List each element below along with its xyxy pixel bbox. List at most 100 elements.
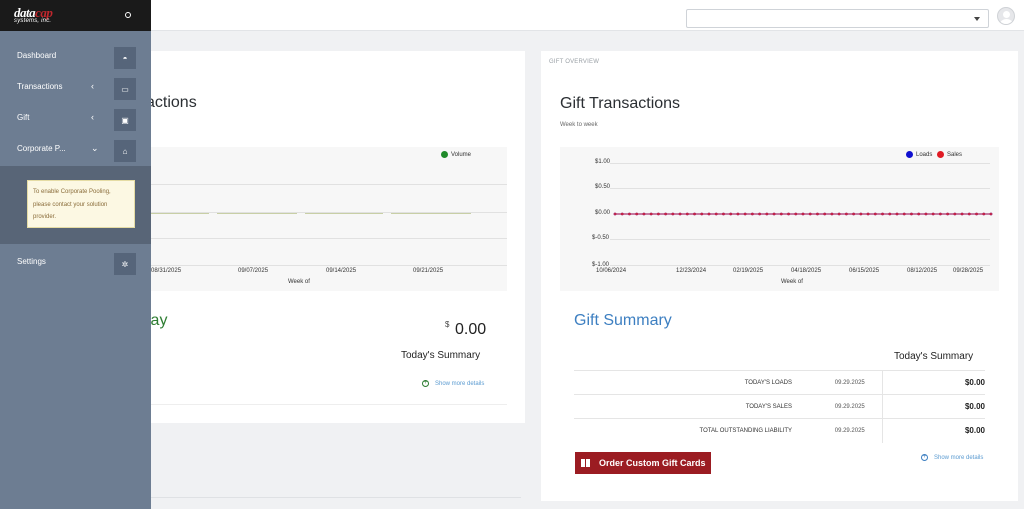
corporate-pooling-note: To enable Corporate Pooling, please cont… xyxy=(27,180,135,228)
data-point-sales xyxy=(613,212,617,216)
legend-loads: Loads xyxy=(906,151,932,158)
data-point-sales xyxy=(902,212,906,216)
data-point-sales xyxy=(649,212,653,216)
y-tick: $-0.50 xyxy=(592,235,610,241)
show-more-link[interactable]: + Show more details xyxy=(422,380,484,387)
volume-segment xyxy=(217,213,297,214)
x-axis-label: Week of xyxy=(781,279,803,285)
gift-chart: $1.00 $0.50 $0.00 $-0.50 $-1.00 Loads Sa… xyxy=(560,147,999,291)
gift-icon: ▣ xyxy=(114,109,136,131)
x-axis-label: Week of xyxy=(288,279,310,285)
row-date: 09.29.2025 xyxy=(818,418,882,443)
currency-symbol: $ xyxy=(445,320,450,329)
sidebar-item-transactions[interactable]: Transactions ‹ ▭ xyxy=(0,73,151,104)
data-point-sales xyxy=(758,212,762,216)
data-point-sales xyxy=(787,212,790,216)
row-name: TODAY'S LOADS xyxy=(574,370,818,395)
x-tick: 08/12/2025 xyxy=(907,268,938,274)
row-name: TODAY'S SALES xyxy=(574,394,818,419)
data-point-sales xyxy=(960,212,964,216)
summary-title: lay xyxy=(147,312,168,329)
table-row: TOTAL OUTSTANDING LIABILITY 09.29.2025 $0.… xyxy=(574,418,985,443)
row-value: $0.00 xyxy=(881,394,985,419)
datacap-logo[interactable]: datacap systems, inc. xyxy=(14,5,53,25)
data-point-sales xyxy=(852,212,856,216)
total-amount: 0.00 xyxy=(455,321,487,338)
y-tick: $0.00 xyxy=(595,210,611,216)
location-select[interactable] xyxy=(686,9,989,28)
summary-title: Gift Summary xyxy=(574,312,672,329)
data-point-sales xyxy=(910,212,913,216)
data-point-sales xyxy=(794,212,798,216)
gift-summary-table: TODAY'S LOADS 09.29.2025 $0.00 TODAY'S SAL… xyxy=(574,370,985,443)
data-point-sales xyxy=(837,212,841,216)
data-point-sales xyxy=(967,212,971,216)
sidebar-item-corporate-pooling[interactable]: Corporate P... ⌄ ⌂ xyxy=(0,135,151,166)
sidebar-item-dashboard[interactable]: Dashboard ◓ xyxy=(0,42,151,73)
data-point-sales xyxy=(620,212,624,216)
x-tick: 02/19/2025 xyxy=(733,268,764,274)
row-value: $0.00 xyxy=(881,370,985,395)
data-point-sales xyxy=(873,212,877,216)
data-point-sales xyxy=(924,212,928,216)
show-more-link[interactable]: + Show more details xyxy=(921,454,983,461)
data-point-sales xyxy=(765,212,769,216)
legend-sales: Sales xyxy=(937,151,962,158)
data-point-sales xyxy=(714,212,718,216)
x-tick: 12/23/2024 xyxy=(676,268,707,274)
caret-down-icon[interactable] xyxy=(974,17,980,21)
x-tick: 09/07/2025 xyxy=(238,268,269,274)
data-point-sales xyxy=(946,212,950,216)
y-tick: $1.00 xyxy=(595,159,611,165)
data-point-sales xyxy=(830,212,834,216)
sidebar-item-label: Transactions xyxy=(17,82,63,91)
x-tick: 04/18/2025 xyxy=(791,268,822,274)
sidebar-item-label: Corporate P... xyxy=(17,144,66,153)
data-point-sales xyxy=(664,212,668,216)
data-point-sales xyxy=(656,212,660,216)
show-more-label[interactable]: Show more details xyxy=(934,454,984,461)
chevron-left-icon: ‹ xyxy=(91,81,94,91)
volume-segment xyxy=(151,213,209,214)
legend-dot xyxy=(937,151,944,158)
credit-card-icon: ▭ xyxy=(114,78,136,100)
data-point-sales xyxy=(743,212,747,216)
plus-circle-icon: + xyxy=(422,380,429,387)
row-date: 09.29.2025 xyxy=(818,370,882,395)
data-point-sales xyxy=(707,212,711,216)
sidebar-toggle-icon[interactable] xyxy=(125,12,131,18)
data-point-sales xyxy=(628,212,631,216)
sidebar-item-gift[interactable]: Gift ‹ ▣ xyxy=(0,104,151,135)
bank-icon: ⌂ xyxy=(114,140,136,162)
card-title: Gift Transactions xyxy=(560,95,681,112)
x-tick: 10/06/2024 xyxy=(596,268,627,274)
user-avatar[interactable] xyxy=(997,7,1015,25)
data-point-sales xyxy=(736,212,740,216)
sidebar-header: datacap systems, inc. xyxy=(0,0,151,31)
order-custom-gift-cards-button[interactable]: Order Custom Gift Cards xyxy=(575,452,711,474)
gift-line-plot xyxy=(613,212,993,216)
data-point-sales xyxy=(808,212,812,216)
logo-text: datacap xyxy=(14,5,53,20)
data-point-sales xyxy=(982,212,986,216)
sidebar-item-settings[interactable]: Settings ✲ xyxy=(0,248,151,279)
volume-segment xyxy=(305,213,383,214)
legend-volume: Volume xyxy=(441,151,471,158)
legend-dot xyxy=(906,151,913,158)
row-value: $0.00 xyxy=(881,418,985,443)
todays-summary-label: Today's Summary xyxy=(401,350,481,361)
data-point-sales xyxy=(816,212,819,216)
show-more-label[interactable]: Show more details xyxy=(435,380,485,387)
data-point-sales xyxy=(844,212,848,216)
table-row: TODAY'S LOADS 09.29.2025 $0.00 xyxy=(574,370,985,395)
row-date: 09.29.2025 xyxy=(818,394,882,419)
card-subtitle: Week to week xyxy=(560,122,598,128)
order-button-label[interactable]: Order Custom Gift Cards xyxy=(599,458,706,468)
data-point-sales xyxy=(801,212,805,216)
x-tick: 09/28/2025 xyxy=(953,268,984,274)
gift-icon xyxy=(581,459,590,467)
row-name: TOTAL OUTSTANDING LIABILITY xyxy=(574,418,818,443)
x-tick: 08/31/2025 xyxy=(151,268,182,274)
data-point-sales xyxy=(859,212,863,216)
data-point-sales xyxy=(693,212,696,216)
